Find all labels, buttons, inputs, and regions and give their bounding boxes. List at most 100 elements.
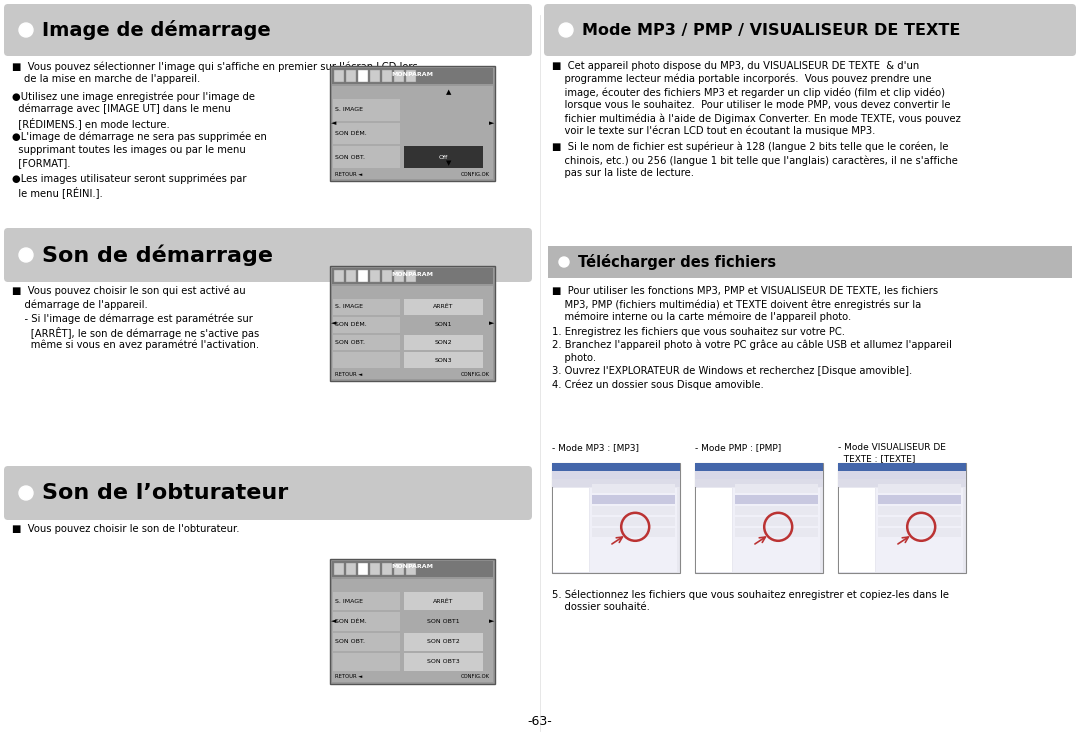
FancyBboxPatch shape — [838, 463, 966, 471]
FancyBboxPatch shape — [592, 495, 675, 504]
FancyBboxPatch shape — [838, 463, 966, 573]
FancyBboxPatch shape — [334, 563, 345, 575]
FancyBboxPatch shape — [394, 563, 404, 575]
FancyBboxPatch shape — [878, 495, 961, 504]
FancyBboxPatch shape — [406, 563, 416, 575]
Text: CONFIG.OK: CONFIG.OK — [461, 674, 490, 680]
FancyBboxPatch shape — [382, 270, 392, 282]
FancyBboxPatch shape — [333, 122, 401, 144]
Text: 1. Enregistrez les fichiers que vous souhaitez sur votre PC.: 1. Enregistrez les fichiers que vous sou… — [552, 327, 845, 337]
Text: ●L'image de démarrage ne sera pas supprimée en: ●L'image de démarrage ne sera pas suppri… — [12, 132, 267, 142]
FancyBboxPatch shape — [404, 317, 483, 333]
FancyBboxPatch shape — [332, 579, 492, 672]
Text: démarrage avec [IMAGE UT] dans le menu: démarrage avec [IMAGE UT] dans le menu — [12, 104, 231, 114]
FancyBboxPatch shape — [4, 228, 532, 282]
Text: 4. Créez un dossier sous Disque amovible.: 4. Créez un dossier sous Disque amovible… — [552, 379, 764, 389]
Text: programme lecteur média portable incorporés.  Vous pouvez prendre une: programme lecteur média portable incorpo… — [552, 74, 931, 84]
FancyBboxPatch shape — [330, 559, 495, 684]
Text: RETOUR ◄: RETOUR ◄ — [335, 172, 362, 177]
Text: ■  Si le nom de fichier est supérieur à 128 (langue 2 bits telle que le coréen, : ■ Si le nom de fichier est supérieur à 1… — [552, 142, 948, 152]
Circle shape — [19, 486, 33, 500]
Circle shape — [19, 248, 33, 262]
FancyBboxPatch shape — [332, 86, 492, 169]
Text: même si vous en avez paramétré l'activation.: même si vous en avez paramétré l'activat… — [12, 340, 259, 351]
FancyBboxPatch shape — [733, 488, 821, 572]
FancyBboxPatch shape — [696, 471, 823, 479]
FancyBboxPatch shape — [734, 495, 818, 504]
Text: ►: ► — [488, 121, 494, 127]
Circle shape — [19, 23, 33, 37]
Text: mémoire interne ou la carte mémoire de l'appareil photo.: mémoire interne ou la carte mémoire de l… — [552, 312, 851, 322]
Text: SON DÉM.: SON DÉM. — [335, 131, 367, 136]
FancyBboxPatch shape — [696, 463, 823, 573]
Text: - Mode VISUALISEUR DE
  TEXTE : [TEXTE]: - Mode VISUALISEUR DE TEXTE : [TEXTE] — [838, 443, 946, 463]
FancyBboxPatch shape — [333, 612, 401, 630]
Text: ■  Cet appareil photo dispose du MP3, du VISUALISEUR DE TEXTE  & d'un: ■ Cet appareil photo dispose du MP3, du … — [552, 61, 919, 71]
FancyBboxPatch shape — [838, 471, 966, 479]
Text: 5. Sélectionnez les fichiers que vous souhaitez enregistrer et copiez-les dans l: 5. Sélectionnez les fichiers que vous so… — [552, 589, 949, 600]
FancyBboxPatch shape — [332, 286, 492, 369]
FancyBboxPatch shape — [404, 592, 483, 610]
Text: - Mode PMP : [PMP]: - Mode PMP : [PMP] — [696, 443, 781, 452]
FancyBboxPatch shape — [333, 317, 401, 333]
FancyBboxPatch shape — [333, 592, 401, 610]
Text: SON OBT3: SON OBT3 — [428, 659, 460, 665]
FancyBboxPatch shape — [332, 561, 492, 577]
Text: démarrage de l'appareil.: démarrage de l'appareil. — [12, 299, 148, 310]
FancyBboxPatch shape — [357, 70, 368, 82]
Text: ◄: ◄ — [330, 321, 336, 327]
Text: - Mode MP3 : [MP3]: - Mode MP3 : [MP3] — [552, 443, 639, 452]
FancyBboxPatch shape — [333, 653, 401, 671]
Text: fichier multimédia à l'aide de Digimax Converter. En mode TEXTE, vous pouvez: fichier multimédia à l'aide de Digimax C… — [552, 113, 961, 124]
Text: MONPARAM: MONPARAM — [391, 272, 433, 277]
Text: SON OBT.: SON OBT. — [335, 154, 365, 160]
Text: MONPARAM: MONPARAM — [391, 565, 433, 569]
Text: [ARRÊT], le son de démarrage ne s'active pas: [ARRÊT], le son de démarrage ne s'active… — [12, 327, 259, 339]
Text: SON1: SON1 — [435, 322, 453, 327]
FancyBboxPatch shape — [332, 672, 492, 682]
Text: SON3: SON3 — [435, 357, 453, 363]
FancyBboxPatch shape — [552, 463, 680, 471]
Text: ■  Vous pouvez choisir le son qui est activé au: ■ Vous pouvez choisir le son qui est act… — [12, 286, 245, 296]
FancyBboxPatch shape — [334, 270, 345, 282]
FancyBboxPatch shape — [878, 506, 961, 515]
FancyBboxPatch shape — [382, 70, 392, 82]
FancyBboxPatch shape — [333, 146, 401, 168]
Text: le menu [RÉINI.].: le menu [RÉINI.]. — [12, 186, 103, 198]
Text: - Si l'image de démarrage est paramétrée sur: - Si l'image de démarrage est paramétrée… — [12, 314, 253, 325]
FancyBboxPatch shape — [734, 528, 818, 537]
FancyBboxPatch shape — [404, 299, 483, 315]
Text: S. IMAGE: S. IMAGE — [335, 107, 363, 113]
Text: ►: ► — [488, 618, 494, 624]
FancyBboxPatch shape — [839, 488, 875, 572]
Text: MONPARAM: MONPARAM — [391, 72, 433, 77]
Text: ●Utilisez une image enregistrée pour l'image de: ●Utilisez une image enregistrée pour l'i… — [12, 91, 255, 101]
Text: CONFIG.OK: CONFIG.OK — [461, 172, 490, 177]
Text: RETOUR ◄: RETOUR ◄ — [335, 372, 362, 377]
FancyBboxPatch shape — [332, 268, 492, 284]
Text: Télécharger des fichiers: Télécharger des fichiers — [578, 254, 777, 270]
FancyBboxPatch shape — [404, 633, 483, 651]
Text: CONFIG.OK: CONFIG.OK — [461, 372, 490, 377]
FancyBboxPatch shape — [346, 270, 356, 282]
Text: ◄: ◄ — [330, 121, 336, 127]
Text: ▲: ▲ — [446, 89, 451, 95]
Text: chinois, etc.) ou 256 (langue 1 bit telle que l'anglais) caractères, il ne s'aff: chinois, etc.) ou 256 (langue 1 bit tell… — [552, 155, 958, 166]
FancyBboxPatch shape — [332, 169, 492, 179]
Text: voir le texte sur l'écran LCD tout en écoutant la musique MP3.: voir le texte sur l'écran LCD tout en éc… — [552, 126, 876, 137]
FancyBboxPatch shape — [878, 517, 961, 526]
FancyBboxPatch shape — [552, 471, 680, 479]
Text: Off: Off — [438, 154, 448, 160]
Text: SON OBT.: SON OBT. — [335, 639, 365, 644]
Text: SON OBT1: SON OBT1 — [428, 619, 460, 624]
FancyBboxPatch shape — [696, 463, 823, 471]
FancyBboxPatch shape — [548, 246, 1072, 278]
FancyBboxPatch shape — [591, 488, 677, 572]
FancyBboxPatch shape — [370, 70, 380, 82]
FancyBboxPatch shape — [734, 506, 818, 515]
FancyBboxPatch shape — [552, 463, 680, 573]
FancyBboxPatch shape — [544, 4, 1076, 56]
FancyBboxPatch shape — [878, 528, 961, 537]
Text: ■  Pour utiliser les fonctions MP3, PMP et VISUALISEUR DE TEXTE, les fichiers: ■ Pour utiliser les fonctions MP3, PMP e… — [552, 286, 939, 296]
FancyBboxPatch shape — [406, 270, 416, 282]
